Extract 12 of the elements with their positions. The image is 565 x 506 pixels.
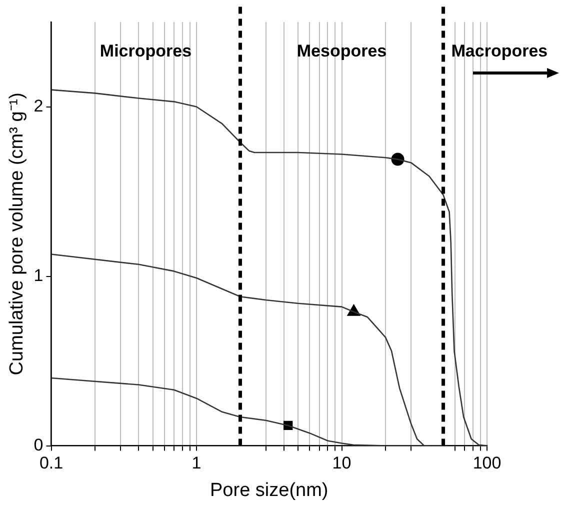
x-tick-label: 10 xyxy=(332,454,352,473)
x-tick-label: 0.1 xyxy=(39,454,64,473)
y-tick-label: 0 xyxy=(34,435,44,454)
x-tick-label: 100 xyxy=(472,454,502,473)
y-tick-label: 2 xyxy=(34,96,44,116)
x-tick-label: 1 xyxy=(192,454,202,473)
annotation: Mesopores xyxy=(296,42,387,61)
x-axis-title: Pore size(nm) xyxy=(210,480,328,501)
annotation: Micropores xyxy=(100,42,192,61)
y-tick-label: 1 xyxy=(34,266,44,285)
annotation: Macropores xyxy=(451,42,548,61)
y-axis-title: Cumulative pore volume (cm³ g⁻¹) xyxy=(6,92,28,376)
